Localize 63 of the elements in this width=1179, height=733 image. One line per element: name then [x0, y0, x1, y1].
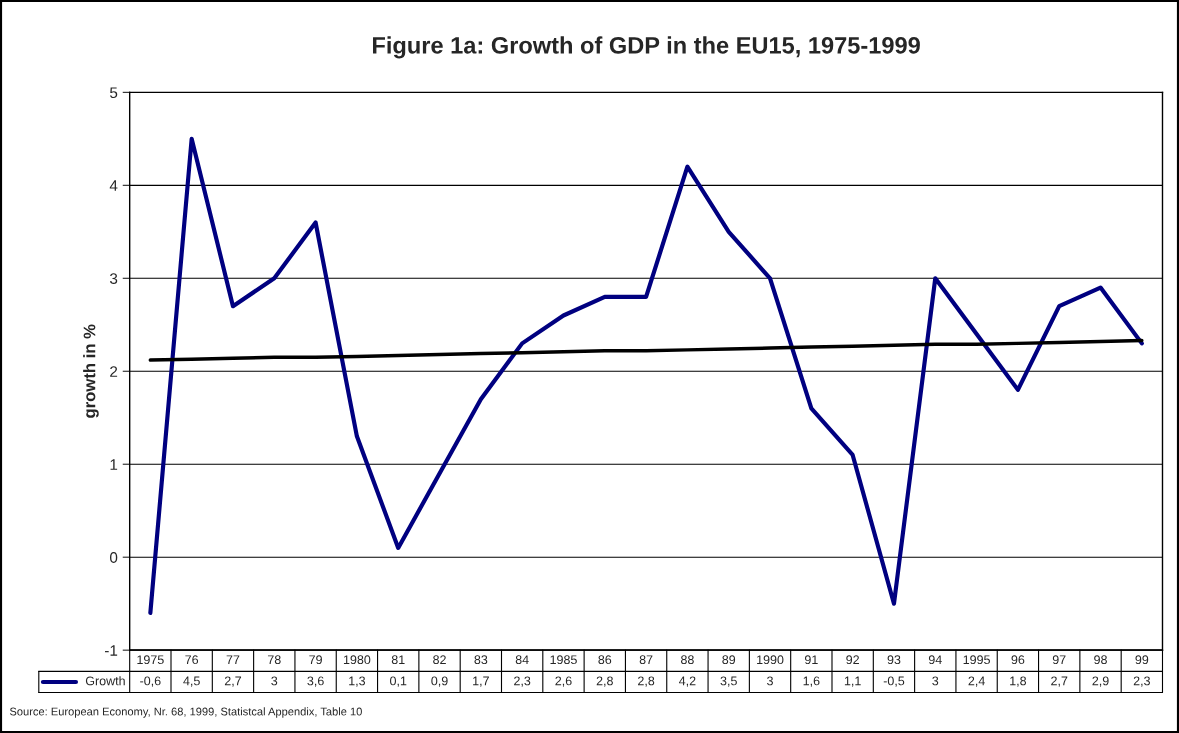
y-tick-label: 1 [110, 459, 118, 470]
line-series [148, 338, 1144, 362]
data-label: 1,3 [349, 676, 366, 687]
x-tick-label: 82 [433, 655, 446, 665]
data-label: 2,8 [596, 676, 613, 687]
x-tick-label: 77 [226, 655, 240, 664]
x-tick-label: 99 [1135, 655, 1149, 665]
data-label: 3,6 [307, 676, 324, 687]
x-tick-label: 86 [598, 655, 612, 665]
data-label: 2,8 [638, 676, 655, 687]
data-label: 3 [271, 676, 278, 686]
x-tick-label: 98 [1094, 655, 1107, 665]
chart-title: Figure 1a: Growth of GDP in the EU15, 1975-1999 [373, 36, 920, 59]
data-label: 2,7 [1051, 676, 1068, 687]
data-label: 4,2 [679, 676, 696, 687]
x-tick-label: 79 [309, 655, 322, 665]
x-tick-label: 81 [391, 655, 405, 665]
x-tick-label: 1990 [757, 655, 784, 665]
legend-label: Growth [85, 676, 125, 686]
y-tick-label: 2 [110, 366, 118, 377]
data-label: 1,7 [473, 676, 489, 687]
y-tick-label: 3 [109, 273, 118, 284]
y-tick-label: 0 [109, 552, 118, 563]
data-label: 2,4 [968, 676, 985, 687]
x-tick-label: 91 [804, 655, 818, 665]
data-label: 1,1 [844, 676, 861, 687]
y-axis-title: growth in % [83, 324, 99, 418]
data-label: 1,6 [803, 676, 820, 687]
data-label: -0,6 [140, 676, 161, 687]
data-label: 0,1 [390, 676, 407, 687]
data-label: 1,8 [1010, 676, 1027, 687]
x-tick-label: 1980 [343, 655, 371, 665]
data-label: 2,3 [514, 676, 531, 687]
x-tick-label: 93 [887, 655, 901, 665]
x-tick-label: 78 [267, 655, 281, 665]
x-tick-label: 1975 [137, 655, 164, 665]
x-tick-label: 87 [639, 655, 653, 665]
x-tick-label: 76 [185, 655, 199, 665]
data-label: 0,9 [431, 676, 448, 687]
x-tick-label: 88 [681, 655, 694, 665]
data-label: 2,6 [555, 676, 572, 687]
data-label: 2,3 [1133, 676, 1150, 687]
x-tick-label: 92 [846, 655, 859, 665]
x-tick-label: 1985 [550, 655, 577, 665]
y-tick-label: -1 [104, 645, 118, 656]
data-label: 3 [932, 676, 939, 686]
data-label: 3 [767, 676, 773, 686]
data-label: -0,5 [883, 676, 905, 687]
x-tick-label: 84 [515, 655, 529, 665]
y-tick-label: 4 [109, 180, 118, 191]
source-note: Source: European Economy, Nr. 68, 1999, Statistcal Appendix, Table 10 [9, 707, 362, 718]
x-tick-label: 83 [474, 655, 488, 665]
x-tick-label: 89 [722, 655, 736, 665]
data-label: 4,5 [183, 676, 200, 687]
data-label: 3,5 [720, 676, 737, 687]
data-label: 2,7 [224, 676, 242, 687]
line-series [148, 136, 1144, 616]
data-label: 2,9 [1092, 676, 1109, 687]
x-tick-label: 1995 [963, 655, 990, 665]
x-tick-label: 97 [1052, 655, 1066, 665]
x-tick-label: 96 [1011, 655, 1025, 665]
y-tick-label: 5 [110, 87, 118, 99]
x-tick-label: 94 [928, 655, 942, 665]
